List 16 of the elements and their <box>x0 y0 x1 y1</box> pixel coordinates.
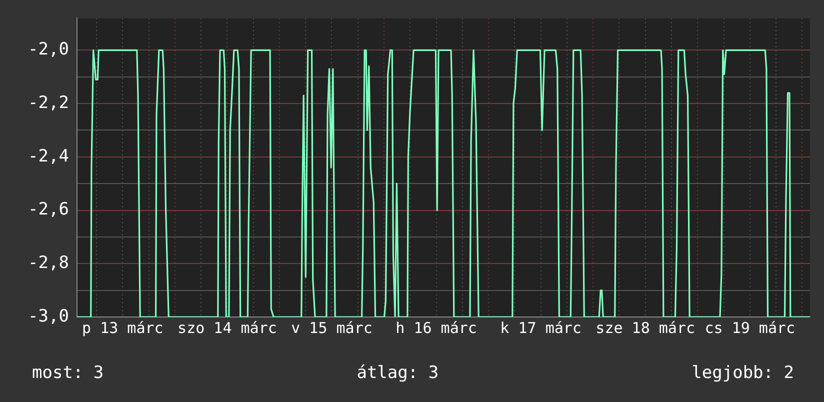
x-tick-label: cs 19 márc <box>704 318 796 337</box>
x-tick-label: k 17 márc <box>500 318 582 337</box>
text: legjobb: 2 <box>692 363 794 383</box>
y-tick-label: -2,2 <box>28 92 69 113</box>
y-tick-label: -2,4 <box>28 146 69 166</box>
text: most: 3 <box>32 363 104 383</box>
y-tick-label: -2,8 <box>28 253 69 274</box>
x-tick-label: h 16 márc <box>396 318 477 337</box>
x-tick-label: v 15 márc <box>291 318 372 337</box>
y-tick-label: -3,0 <box>28 306 69 326</box>
x-tick-label: p 13 márc <box>82 318 164 337</box>
y-tick-label: -2,6 <box>28 200 69 220</box>
text: átlag: 3 <box>356 363 439 383</box>
x-tick-label: sze 18 márc <box>596 318 696 337</box>
y-tick-label: -2,0 <box>28 40 69 60</box>
x-tick-label: szo 14 márc <box>178 318 277 337</box>
